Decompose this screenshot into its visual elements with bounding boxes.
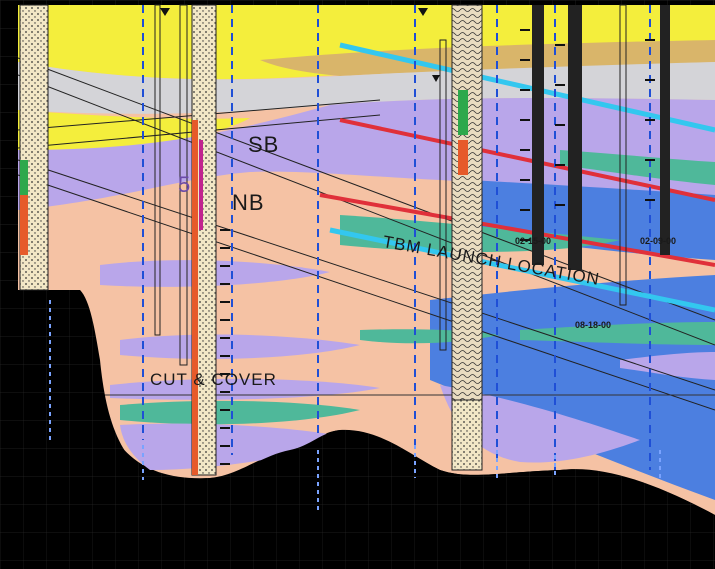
- boring-log-4: [532, 5, 544, 265]
- date-label-3: 08-18-00: [575, 320, 612, 330]
- stratum-tan: [260, 40, 715, 76]
- boring-logs: [19, 4, 670, 476]
- dashed-boundaries: [142, 5, 651, 505]
- date-label-1: 02-15-00: [515, 236, 552, 246]
- stratum-teal-lower: [120, 400, 360, 425]
- stratum-lavender-right: [440, 385, 640, 463]
- stratum-lavender-right3: [620, 352, 715, 380]
- label-nb: NB: [232, 190, 265, 215]
- date-label-2: 02-09-00: [640, 236, 677, 246]
- inclined-lines: [17, 42, 715, 411]
- water-level-triangle-icon: [160, 8, 440, 82]
- stratum-lavender-bottom: [120, 423, 360, 470]
- label-cut-cover: CUT & COVER: [150, 370, 277, 389]
- sample-ticks: [220, 29, 655, 465]
- label-nb-prefix: 5: [178, 172, 192, 197]
- boring-log-6: [660, 5, 670, 255]
- boring-log-5: [568, 5, 582, 270]
- label-sb: SB: [248, 132, 280, 157]
- stratum-teal-right: [560, 150, 715, 185]
- boring-log-3: [451, 4, 483, 471]
- well-pipes: [49, 300, 661, 510]
- stratum-teal-right2: [520, 322, 715, 345]
